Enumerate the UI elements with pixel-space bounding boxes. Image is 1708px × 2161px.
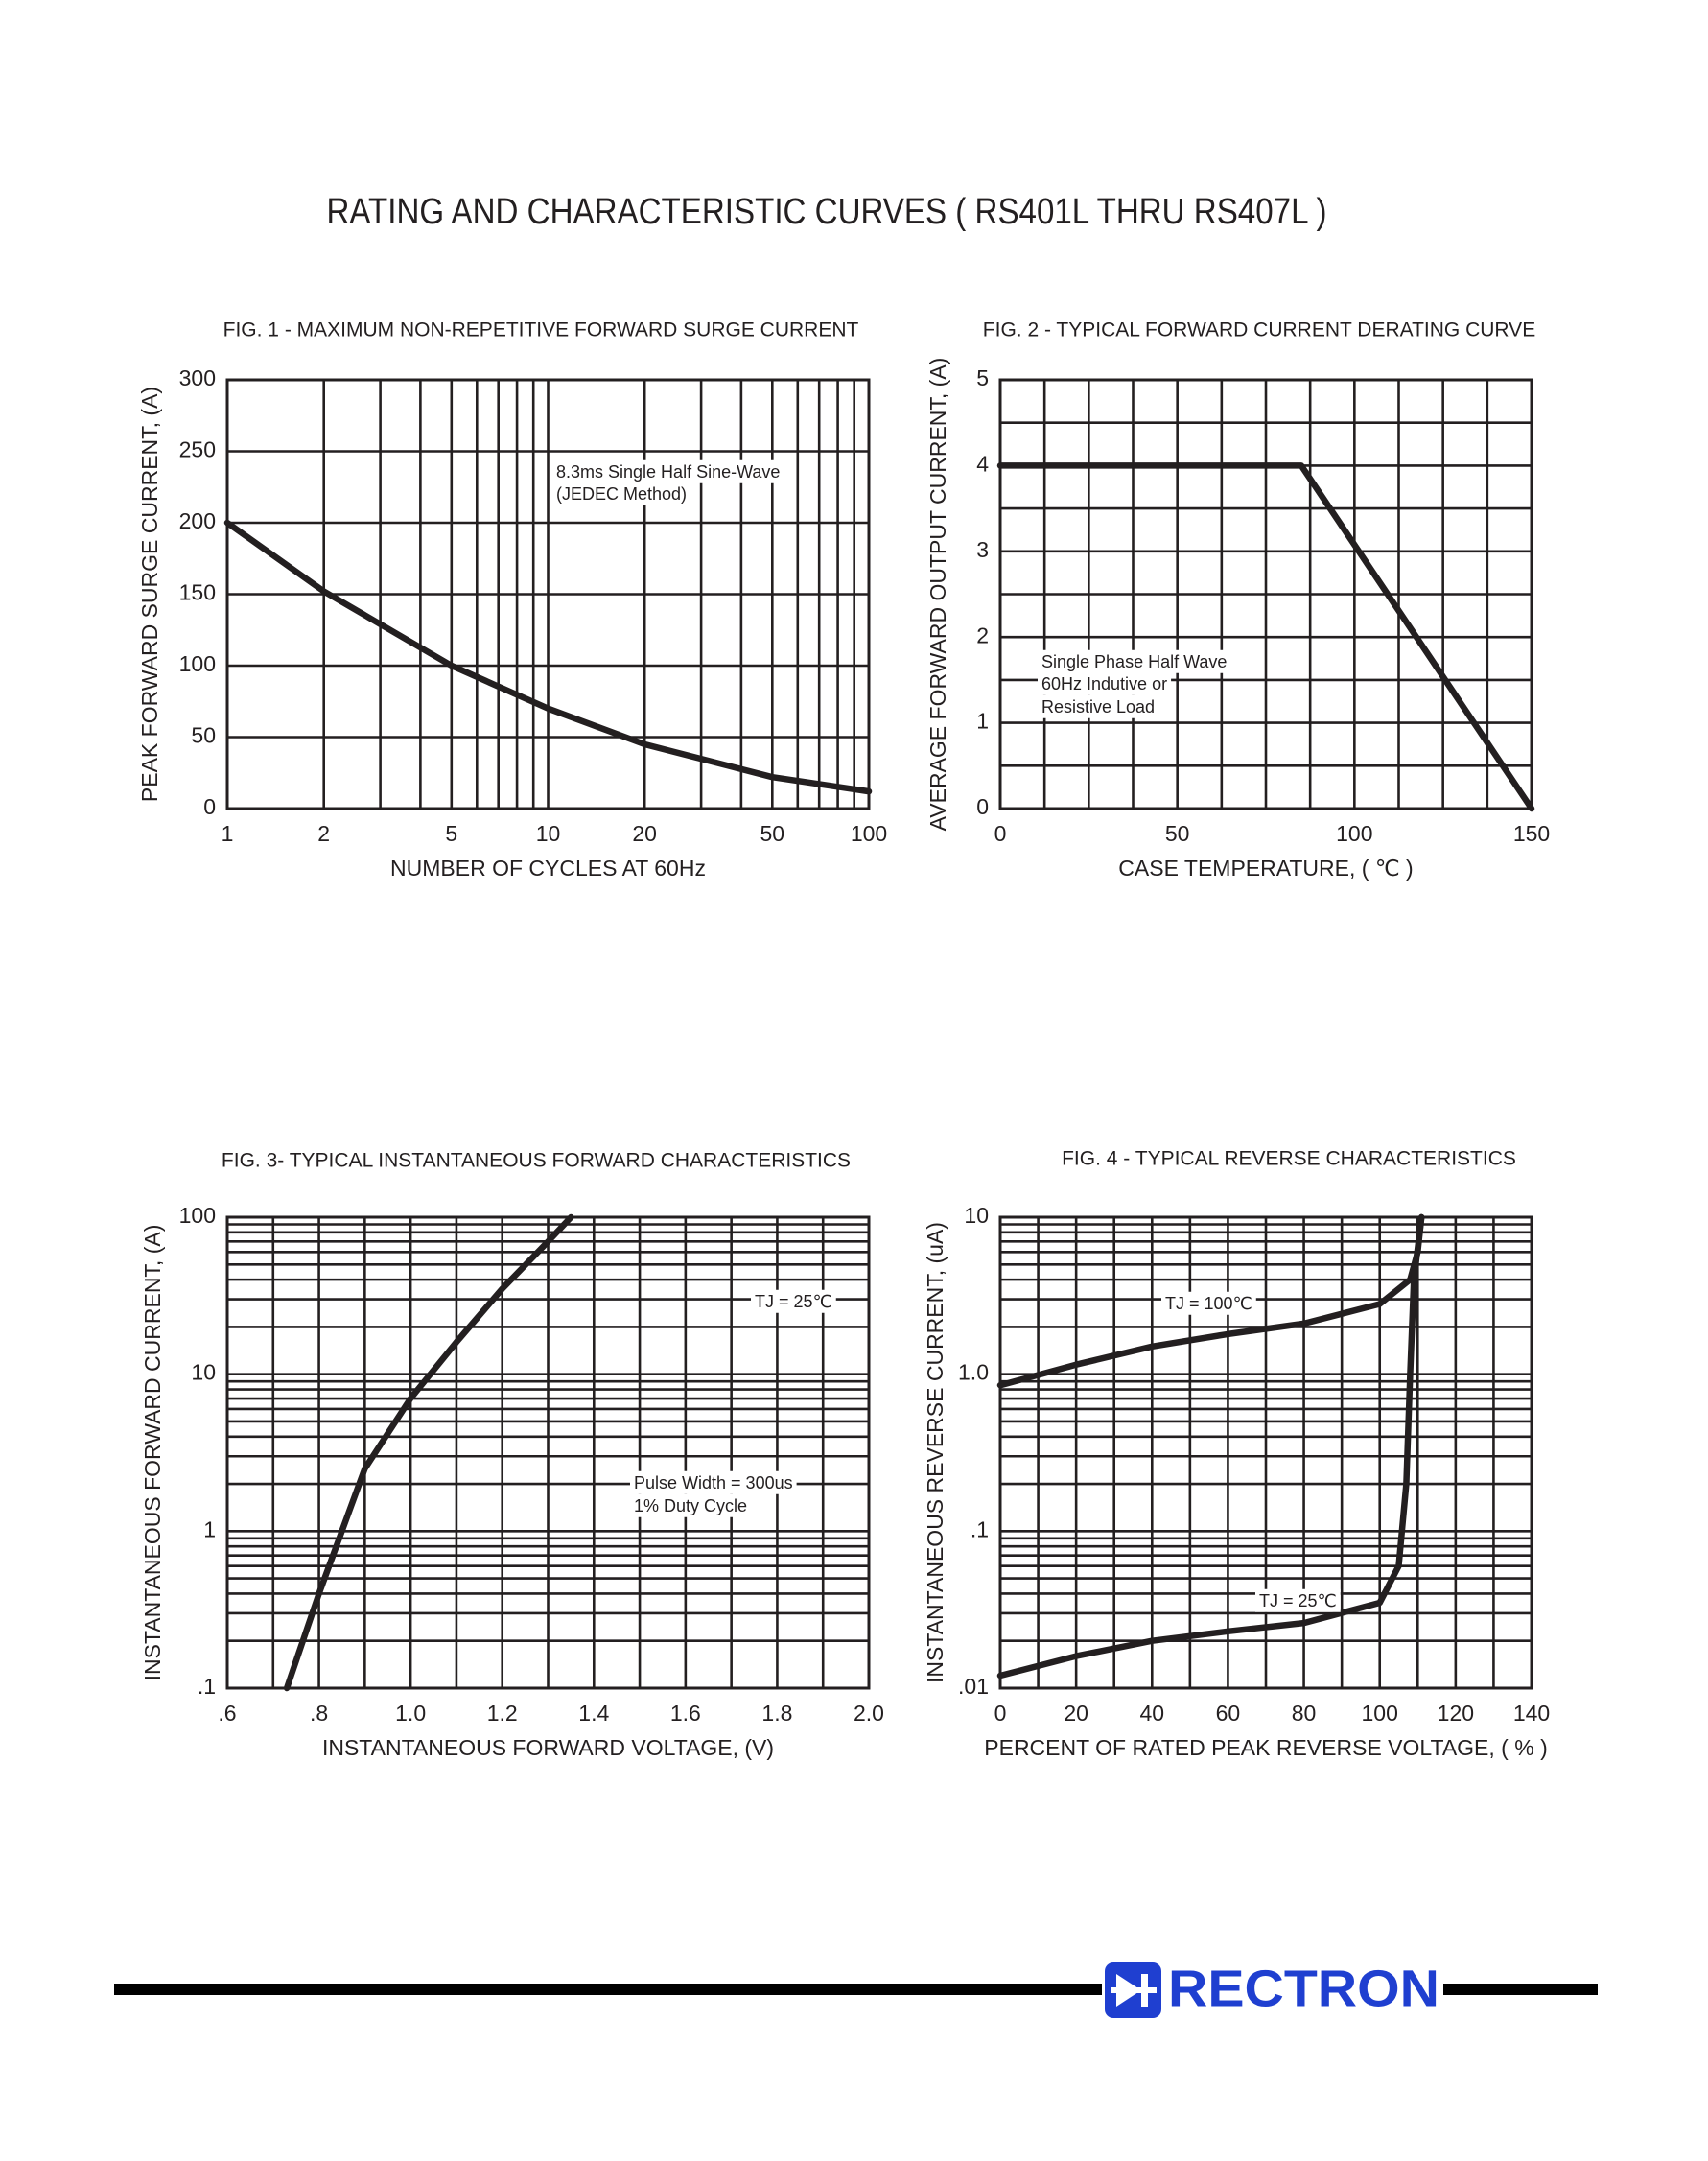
- x-tick-label: 100: [851, 821, 887, 846]
- annotation: 8.3ms Single Half Sine-Wave: [556, 462, 780, 482]
- label-background: [1038, 671, 1172, 695]
- footer-rule: [1443, 1984, 1598, 1995]
- y-tick-label: 3: [976, 537, 989, 562]
- annotation: 60Hz Indutive or: [1041, 674, 1167, 693]
- x-tick-label: 40: [1139, 1701, 1164, 1726]
- annotation: Single Phase Half Wave: [1041, 652, 1227, 671]
- chart: FIG. 3- TYPICAL INSTANTANEOUS FORWARD CH…: [140, 1150, 884, 1761]
- x-tick-label: .6: [218, 1701, 236, 1726]
- series-label: TJ = 25℃: [1259, 1591, 1337, 1610]
- x-tick-label: 1.8: [761, 1701, 792, 1726]
- curve: [996, 1213, 1425, 1679]
- y-tick-label: 4: [976, 451, 989, 476]
- y-tick-label: 250: [179, 437, 216, 462]
- x-tick-label: 10: [536, 821, 561, 846]
- x-tick-label: 100: [1336, 821, 1372, 846]
- series-label: TJ = 25℃: [755, 1292, 832, 1311]
- x-tick-label: 0: [994, 1701, 1007, 1726]
- x-tick-label: 60: [1216, 1701, 1241, 1726]
- y-tick-label: .1: [971, 1516, 989, 1541]
- label-background: [552, 459, 784, 483]
- x-tick-label: 140: [1513, 1701, 1550, 1726]
- x-tick-label: 100: [1362, 1701, 1398, 1726]
- y-axis-label: AVERAGE FORWARD OUTPUT CURRENT, (A): [925, 358, 950, 832]
- y-axis-label: INSTANTANEOUS FORWARD CURRENT, (A): [140, 1225, 165, 1681]
- y-axis-label: INSTANTANEOUS REVERSE CURRENT, (uA): [923, 1222, 948, 1683]
- chart: FIG. 2 - TYPICAL FORWARD CURRENT DERATIN…: [925, 319, 1550, 881]
- y-tick-label: 2: [976, 622, 989, 647]
- x-tick-label: 80: [1292, 1701, 1317, 1726]
- curve: [996, 462, 1535, 812]
- x-tick-label: 50: [1165, 821, 1190, 846]
- x-tick-label: 0: [994, 821, 1007, 846]
- series-label: TJ = 100℃: [1165, 1294, 1252, 1313]
- y-tick-label: .01: [958, 1674, 989, 1699]
- y-tick-label: 10: [964, 1203, 989, 1228]
- y-tick-label: 100: [179, 1203, 216, 1228]
- x-axis-label: CASE TEMPERATURE, ( ℃ ): [1118, 856, 1413, 881]
- plot-frame: [998, 378, 1533, 810]
- x-tick-label: 20: [1064, 1701, 1088, 1726]
- plot-frame: [998, 1215, 1533, 1690]
- x-tick-label: 120: [1438, 1701, 1474, 1726]
- x-axis-label: NUMBER OF CYCLES AT 60Hz: [390, 856, 706, 881]
- plot-frame: [225, 378, 871, 810]
- x-axis-label: PERCENT OF RATED PEAK REVERSE VOLTAGE, (…: [984, 1735, 1547, 1760]
- label-background: [630, 1470, 797, 1494]
- annotation: Pulse Width = 300us: [634, 1473, 793, 1492]
- y-tick-label: 300: [179, 365, 216, 390]
- y-tick-label: 50: [191, 723, 216, 748]
- y-tick-label: 1.0: [958, 1360, 989, 1385]
- y-tick-label: 1: [976, 709, 989, 734]
- label-background: [1161, 1291, 1256, 1315]
- x-tick-label: .8: [310, 1701, 328, 1726]
- chart-title: FIG. 3- TYPICAL INSTANTANEOUS FORWARD CH…: [222, 1150, 851, 1172]
- y-tick-label: 0: [203, 794, 216, 819]
- y-tick-label: 10: [191, 1360, 216, 1385]
- x-tick-label: 1.0: [395, 1701, 426, 1726]
- y-tick-label: 150: [179, 580, 216, 605]
- x-tick-label: 2: [317, 821, 330, 846]
- footer-rule: [114, 1984, 1102, 1995]
- page-title: RATING AND CHARACTERISTIC CURVES ( RS401…: [327, 192, 1327, 232]
- y-tick-label: .1: [198, 1674, 216, 1699]
- chart-title: FIG. 4 - TYPICAL REVERSE CHARACTERISTICS: [1062, 1148, 1516, 1170]
- chart: FIG. 1 - MAXIMUM NON-REPETITIVE FORWARD …: [137, 319, 887, 881]
- annotation: Resistive Load: [1041, 697, 1155, 716]
- y-axis-label: PEAK FORWARD SURGE CURRENT, (A): [137, 387, 162, 802]
- logo-text: RECTRON: [1168, 1960, 1439, 2017]
- x-tick-label: 1.4: [578, 1701, 609, 1726]
- annotation: (JEDEC Method): [556, 484, 687, 504]
- x-tick-label: 50: [760, 821, 785, 846]
- x-tick-label: 150: [1513, 821, 1550, 846]
- x-tick-label: 1.2: [487, 1701, 518, 1726]
- plot-frame: [225, 1215, 871, 1690]
- y-tick-label: 100: [179, 651, 216, 676]
- chart-title: FIG. 2 - TYPICAL FORWARD CURRENT DERATIN…: [983, 319, 1535, 341]
- curve: [223, 519, 873, 795]
- label-background: [630, 1493, 752, 1517]
- x-tick-label: 20: [632, 821, 657, 846]
- logo-icon: [1105, 1962, 1161, 2018]
- label-background: [1255, 1588, 1341, 1612]
- y-tick-label: 0: [976, 794, 989, 819]
- chart-title: FIG. 1 - MAXIMUM NON-REPETITIVE FORWARD …: [223, 319, 859, 341]
- x-tick-label: 1.6: [670, 1701, 701, 1726]
- x-tick-label: 1: [222, 821, 234, 846]
- chart: FIG. 4 - TYPICAL REVERSE CHARACTERISTICS…: [923, 1148, 1550, 1761]
- y-tick-label: 1: [203, 1516, 216, 1541]
- label-background: [552, 482, 691, 505]
- y-tick-label: 5: [976, 365, 989, 390]
- label-background: [1038, 694, 1159, 718]
- curve: [283, 1213, 574, 1692]
- x-tick-label: 2.0: [854, 1701, 884, 1726]
- y-tick-label: 200: [179, 508, 216, 533]
- label-background: [1038, 649, 1231, 673]
- x-axis-label: INSTANTANEOUS FORWARD VOLTAGE, (V): [322, 1735, 774, 1760]
- annotation: 1% Duty Cycle: [634, 1496, 747, 1515]
- x-tick-label: 5: [445, 821, 457, 846]
- label-background: [751, 1289, 836, 1313]
